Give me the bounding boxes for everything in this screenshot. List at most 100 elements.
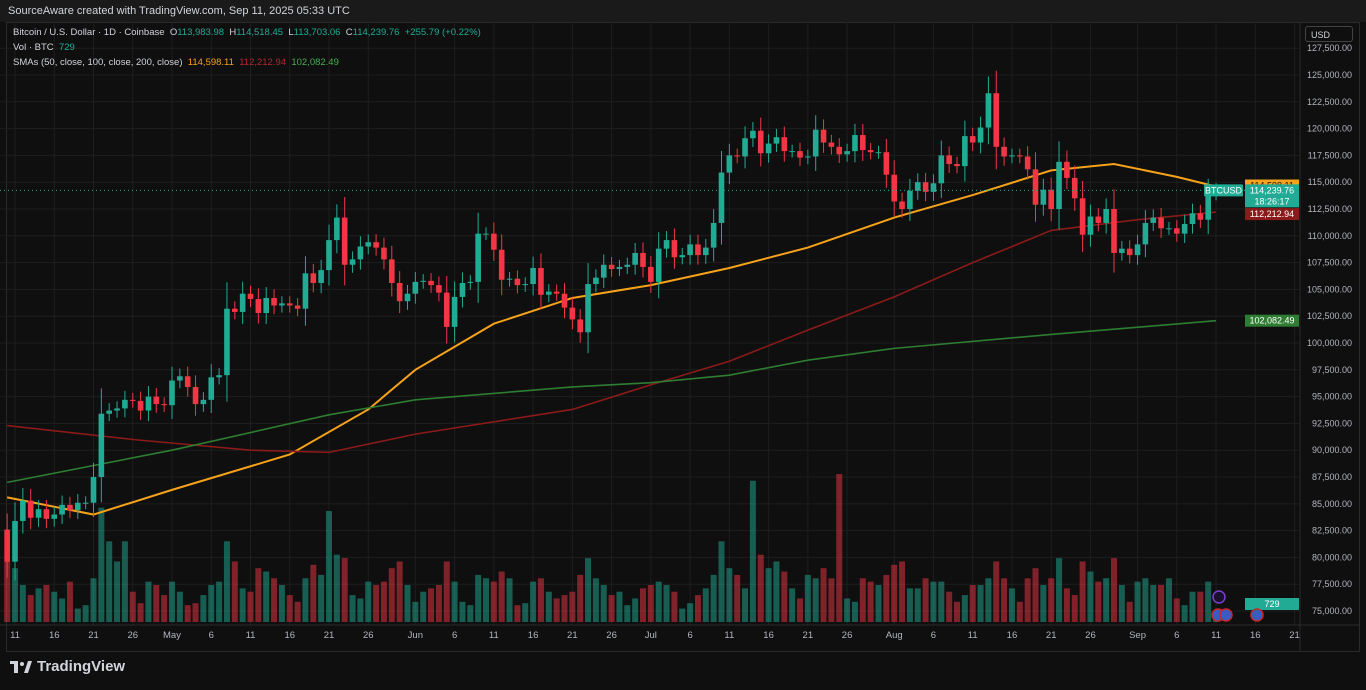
candle-body (1197, 213, 1204, 220)
candle-body (860, 135, 866, 151)
ohlc-row: Bitcoin / U.S. Dollar · 1D · Coinbase O1… (13, 25, 481, 40)
sma200-value: 102,082.49 (291, 57, 339, 68)
candle (844, 143, 850, 162)
candle-body (12, 520, 18, 562)
volume-bar (223, 541, 230, 622)
symbol-description[interactable]: Bitcoin / U.S. Dollar · 1D · Coinbase (13, 27, 165, 38)
volume-bar (357, 598, 364, 622)
volume-bar (640, 588, 646, 622)
candle-body (302, 273, 309, 309)
candle-body (82, 502, 89, 504)
candle-body (51, 514, 58, 519)
candle-body (90, 477, 97, 503)
logo-text: TradingView (37, 658, 126, 675)
candle-body (875, 152, 882, 154)
candle-body (593, 277, 599, 285)
volume-bar (859, 578, 866, 622)
candle-body (828, 142, 835, 147)
x-tick-label: 16 (284, 630, 295, 641)
candle-body (137, 400, 144, 411)
volume-bar (310, 564, 317, 622)
candle-body (844, 151, 850, 155)
x-tick-label: 16 (1250, 630, 1261, 641)
close-value: 114,239.76 (352, 27, 400, 38)
candle (161, 397, 167, 412)
volume-bar (90, 578, 97, 622)
candle (326, 224, 332, 286)
last-price-label-text: 18:26:17 (1254, 196, 1289, 206)
candle-body (20, 500, 26, 521)
candle (789, 144, 795, 158)
candle-body (232, 308, 238, 312)
candle-body (530, 267, 536, 285)
candle-body (781, 137, 788, 152)
volume-bar (632, 598, 639, 622)
volume-bar (946, 591, 953, 622)
volume-bar (161, 595, 168, 622)
candle-body (938, 155, 945, 184)
volume-bar (278, 585, 285, 622)
volume-bar (428, 588, 435, 622)
volume-bar (98, 507, 105, 622)
volume-bar (1189, 591, 1196, 622)
sma-row: SMAs (50, close, 100, close, 200, close)… (13, 55, 481, 70)
candle-body (632, 252, 638, 265)
y-tick-label: 87,500.00 (1312, 472, 1352, 482)
x-tick-label: 26 (127, 630, 138, 641)
volume-value: 729 (58, 42, 75, 53)
candle-body (200, 399, 207, 405)
volume-bar (333, 554, 340, 622)
candle-body (773, 137, 780, 144)
candle (1142, 210, 1149, 258)
volume-bar (169, 581, 175, 622)
candle (1197, 204, 1204, 229)
volume-bar (663, 585, 670, 622)
candle-body (687, 244, 693, 256)
candle-body (812, 129, 819, 157)
candle-body (742, 138, 748, 157)
low-label: L (288, 27, 294, 38)
candle-body (962, 136, 968, 167)
candle-body (27, 500, 34, 518)
candle-body (954, 163, 960, 167)
volume-bar (490, 581, 497, 622)
candle-body (750, 130, 756, 139)
candle-body (883, 152, 890, 175)
volume-bar (326, 511, 332, 622)
volume-bar (1063, 588, 1070, 622)
x-tick-label: 6 (931, 630, 936, 641)
candle (655, 232, 662, 299)
candle-body (600, 264, 607, 278)
candle-body (765, 143, 772, 154)
chart-legend: Bitcoin / U.S. Dollar · 1D · Coinbase O1… (13, 25, 481, 70)
candle-body (624, 264, 631, 267)
candle (137, 391, 144, 420)
candle (396, 271, 403, 314)
volume-bar (412, 601, 419, 622)
candle (443, 275, 450, 344)
candle-body (1150, 217, 1157, 223)
volume-label[interactable]: Vol · BTC (13, 42, 54, 53)
currency-button[interactable]: USD (1305, 26, 1353, 42)
y-tick-label: 112,500.00 (1308, 204, 1352, 214)
x-tick-label: 11 (1211, 630, 1221, 641)
candle (797, 142, 803, 166)
candle-body (608, 264, 615, 270)
candle-body (357, 246, 364, 260)
candle-body (514, 278, 521, 286)
candle-body (506, 278, 513, 280)
volume-bar (349, 595, 356, 622)
candle (51, 506, 58, 527)
volume-bar (812, 578, 819, 622)
x-tick-label: 6 (452, 630, 457, 641)
candle-body (122, 399, 128, 409)
sma-label[interactable]: SMAs (50, close, 100, close, 200, close) (13, 57, 183, 68)
tradingview-logo[interactable]: TradingView (10, 658, 125, 675)
x-tick-label: Aug (886, 630, 903, 641)
candle (546, 284, 552, 303)
chart-frame (6, 22, 1360, 652)
volume-bar (114, 561, 121, 622)
volume-bar (121, 541, 128, 622)
volume-bar (498, 571, 505, 622)
